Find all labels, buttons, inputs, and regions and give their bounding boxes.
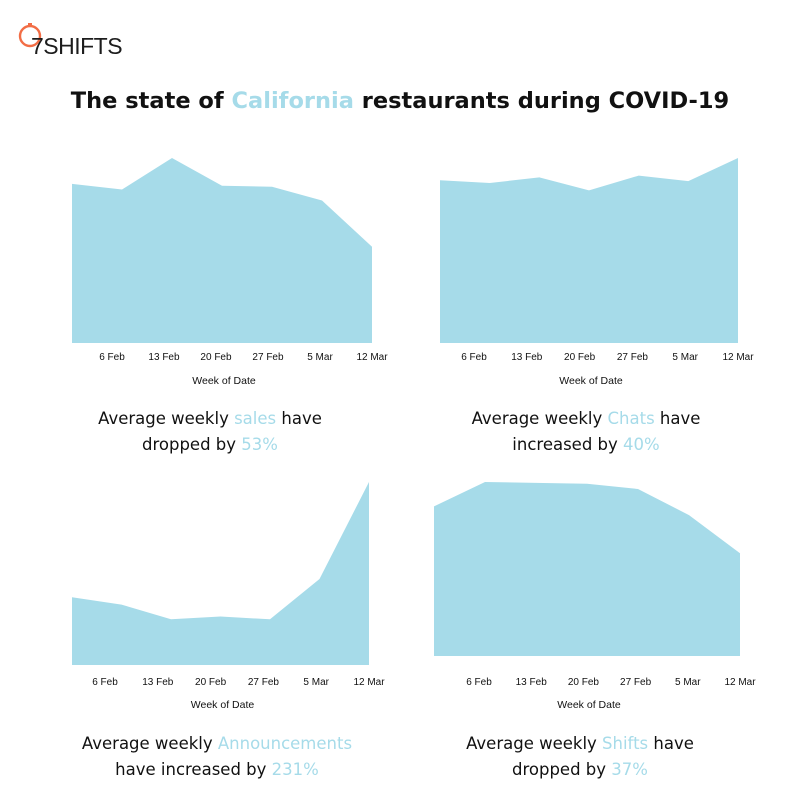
x-axis-label: Week of Date	[191, 699, 255, 711]
page-title: The state of California restaurants duri…	[0, 88, 800, 114]
x-tick-label: 5 Mar	[303, 677, 329, 688]
caption-line-1: Average weekly Chats have	[396, 406, 776, 432]
caption-text: have	[276, 409, 322, 428]
x-tick-label: 27 Feb	[248, 677, 280, 688]
caption-line-2: increased by 40%	[396, 432, 776, 458]
x-tick-label: 6 Feb	[461, 352, 487, 363]
caption-text: Average weekly	[466, 734, 603, 753]
caption-percent: 53%	[241, 435, 278, 454]
caption-text: Average weekly	[471, 409, 608, 428]
shifts-area-chart: 6 Feb 13 Feb 20 Feb 27 Feb 5 Mar 12 Mar Week o…	[433, 481, 756, 711]
x-tick-label: 12 Mar	[724, 677, 756, 688]
caption-line-2: have increased by 231%	[27, 757, 407, 783]
caption-metric: sales	[234, 409, 277, 428]
x-tick-label: 27 Feb	[252, 352, 284, 363]
announcements-area-chart: 6 Feb 13 Feb 20 Feb 27 Feb 5 Mar 12 Mar Week o…	[71, 481, 385, 711]
brand-logo-text: 7SHIFTS	[31, 33, 123, 59]
x-tick-label: 12 Mar	[722, 352, 754, 363]
x-tick-label: 12 Mar	[353, 677, 385, 688]
chats-area-chart: 6 Feb 13 Feb 20 Feb 27 Feb 5 Mar 12 Mar Week o…	[439, 157, 754, 387]
caption-text: Average weekly	[81, 734, 218, 753]
x-tick-label: 13 Feb	[516, 677, 548, 688]
caption-metric: Chats	[607, 409, 655, 428]
caption-text: dropped by	[142, 435, 242, 454]
caption-text: increased by	[512, 435, 624, 454]
caption-line-2: dropped by 37%	[390, 757, 770, 783]
sales-caption: Average weekly sales have dropped by 53%	[20, 406, 400, 458]
x-axis-label: Week of Date	[559, 375, 623, 387]
caption-text: have	[648, 734, 694, 753]
caption-percent: 37%	[611, 760, 648, 779]
chats-caption: Average weekly Chats have increased by 4…	[396, 406, 776, 458]
x-tick-label: 20 Feb	[195, 677, 227, 688]
caption-percent: 231%	[271, 760, 319, 779]
x-tick-label: 20 Feb	[200, 352, 232, 363]
announcements-caption: Average weekly Announcements have increa…	[27, 731, 407, 783]
area-series-announcements	[72, 482, 369, 665]
shifts-caption: Average weekly Shifts have dropped by 37…	[390, 731, 770, 783]
x-tick-label: 6 Feb	[92, 677, 118, 688]
caption-line-1: Average weekly Announcements	[27, 731, 407, 757]
caption-line-1: Average weekly Shifts have	[390, 731, 770, 757]
x-axis-label: Week of Date	[192, 375, 256, 387]
area-series-shifts	[434, 482, 740, 656]
x-tick-label: 13 Feb	[511, 352, 543, 363]
x-axis-label: Week of Date	[557, 699, 621, 711]
x-tick-label: 5 Mar	[307, 352, 333, 363]
x-tick-label: 12 Mar	[356, 352, 388, 363]
x-tick-label: 27 Feb	[620, 677, 652, 688]
x-tick-label: 27 Feb	[617, 352, 649, 363]
x-tick-label: 6 Feb	[466, 677, 492, 688]
title-highlight: California	[231, 88, 354, 114]
title-prefix: The state of	[70, 88, 232, 114]
caption-text: have	[654, 409, 701, 428]
x-tick-label: 5 Mar	[672, 352, 698, 363]
caption-text: have increased by	[115, 760, 272, 779]
brand-logo-icon	[18, 23, 42, 48]
x-tick-label: 20 Feb	[568, 677, 600, 688]
caption-metric: Announcements	[217, 734, 353, 753]
caption-metric: Shifts	[602, 734, 649, 753]
x-tick-label: 20 Feb	[564, 352, 596, 363]
caption-line-1: Average weekly sales have	[20, 406, 400, 432]
x-tick-label: 6 Feb	[99, 352, 125, 363]
caption-text: dropped by	[512, 760, 612, 779]
x-tick-label: 13 Feb	[148, 352, 180, 363]
title-suffix: restaurants during COVID-19	[353, 88, 730, 114]
caption-line-2: dropped by 53%	[20, 432, 400, 458]
area-series-chats	[440, 158, 738, 343]
sales-area-chart: 6 Feb 13 Feb 20 Feb 27 Feb 5 Mar 12 Mar Week o…	[71, 157, 388, 387]
x-tick-label: 5 Mar	[675, 677, 701, 688]
caption-percent: 40%	[623, 435, 660, 454]
caption-text: Average weekly	[98, 409, 235, 428]
logo-stopwatch-crown	[28, 23, 32, 26]
area-series-sales	[72, 158, 372, 343]
x-tick-label: 13 Feb	[142, 677, 174, 688]
